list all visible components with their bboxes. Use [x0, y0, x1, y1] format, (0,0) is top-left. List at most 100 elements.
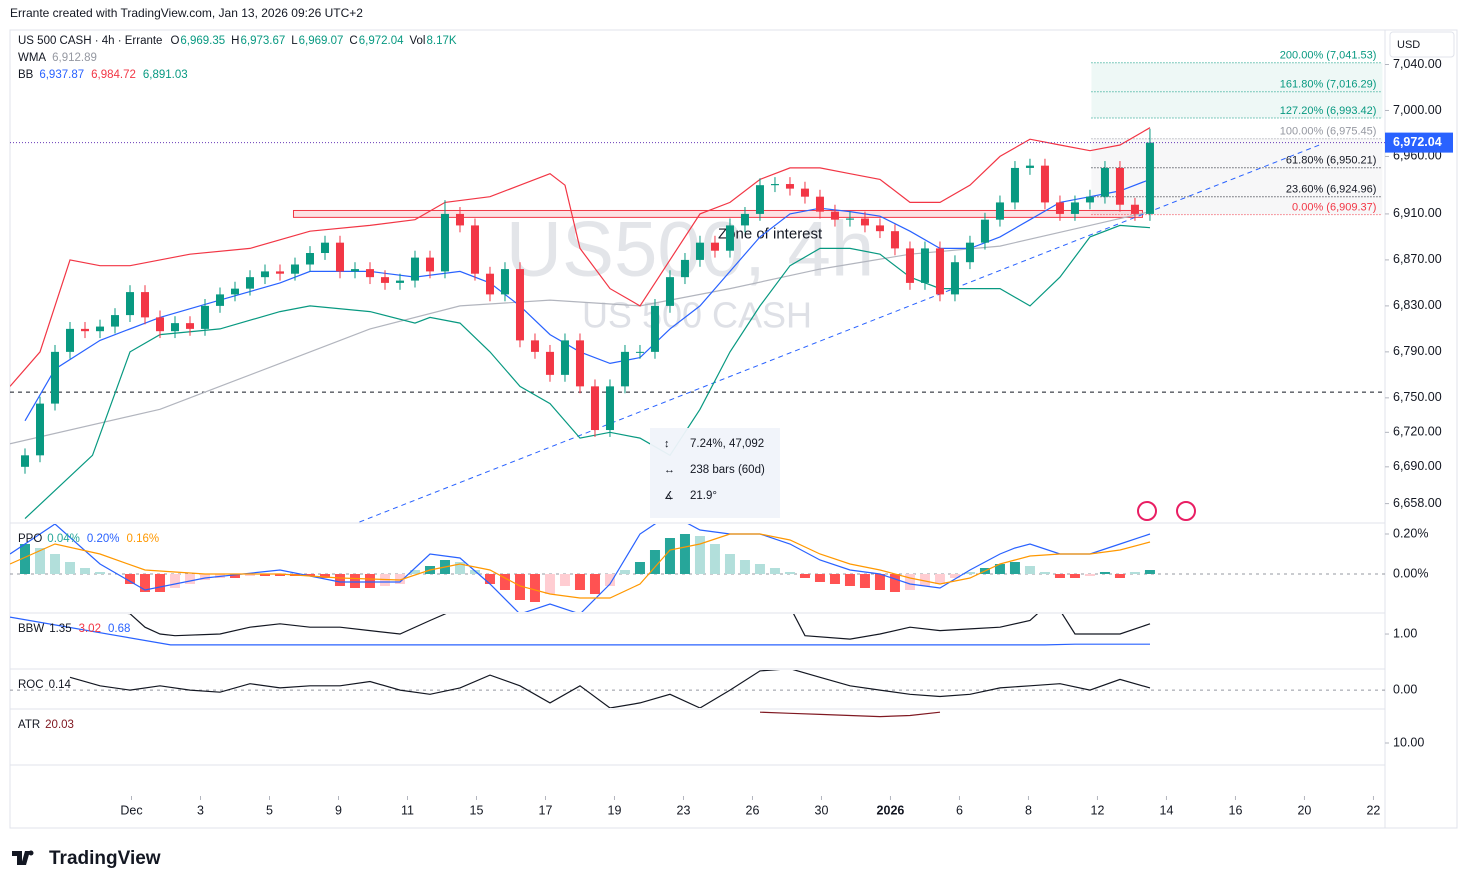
x-tick-label: 11 [401, 803, 414, 817]
measure-icon: ↔ [664, 464, 675, 476]
histogram-bar [49, 554, 60, 574]
fib-label: 127.20% (6,993.42) [1280, 105, 1377, 117]
histogram-bar [904, 574, 915, 590]
histogram-bar [829, 574, 840, 584]
candle-body [725, 225, 734, 251]
histogram-bar [394, 574, 405, 584]
histogram-bar [1069, 574, 1080, 578]
fib-label: 0.00% (6,909.37) [1292, 202, 1376, 214]
legend-key: O [170, 35, 179, 47]
candle-body [740, 213, 749, 226]
x-tick-label: 2026 [877, 803, 905, 817]
pane [759, 711, 941, 718]
header: Errante created with TradingView.com, Ja… [10, 6, 363, 20]
histogram-bar [94, 572, 105, 574]
histogram-bar [154, 574, 165, 592]
histogram-bar [499, 574, 510, 590]
x-tick-label: 15 [470, 803, 484, 817]
y-tick-label: 7,000.00 [1393, 103, 1442, 117]
x-tick-label: 23 [677, 803, 691, 817]
histogram-bar [664, 538, 675, 574]
y-tick-label: 6,690.00 [1393, 459, 1442, 473]
currency[interactable]: USD [1397, 39, 1420, 51]
legend-key: L [291, 35, 298, 47]
histogram-bar [484, 574, 495, 584]
candle-body [830, 211, 839, 220]
y-tick-label: 6,830.00 [1393, 298, 1442, 312]
histogram-bar [1009, 562, 1020, 574]
histogram-bar [949, 574, 960, 578]
flag[interactable] [1176, 501, 1196, 521]
histogram-bar [649, 550, 660, 574]
indicator-line [10, 127, 1151, 387]
measure-text: 238 bars (60d) [690, 464, 765, 476]
legend-wma-value: 6,912.89 [52, 52, 97, 64]
candle-body [1100, 167, 1109, 197]
indicator-line [10, 533, 1151, 599]
x-tick-label: 9 [335, 803, 342, 817]
candle-body [200, 305, 209, 329]
candle-body [245, 277, 254, 289]
histogram-bar [859, 574, 870, 588]
histogram-bar [64, 562, 75, 574]
candle-body [1130, 204, 1139, 214]
indicator-line [10, 524, 1151, 612]
y-tick-label: 7,040.00 [1393, 57, 1442, 71]
x-tick-label: 22 [1366, 803, 1380, 817]
legend-value: 8.17K [427, 35, 457, 47]
candle-body [350, 269, 359, 272]
candle-body [935, 248, 944, 295]
candle-body [710, 242, 719, 251]
y-tick-label: 1.00 [1393, 626, 1417, 640]
candle-body [1085, 196, 1094, 203]
pane-value: 0.14 [49, 679, 72, 691]
histogram-bar [619, 570, 630, 574]
candle-body [695, 242, 704, 260]
candle-body [335, 242, 344, 272]
histogram-bar [1039, 572, 1050, 574]
candle-body [470, 225, 479, 274]
x-tick-label: 26 [746, 803, 760, 817]
candle-body [545, 351, 554, 375]
indicator-line [69, 670, 1151, 708]
x-tick-label: 14 [1160, 803, 1174, 817]
histogram-bar [1084, 574, 1095, 576]
candle-body [1025, 165, 1034, 168]
histogram-bar [634, 562, 645, 574]
histogram-bar [694, 536, 705, 574]
candle-body [410, 257, 419, 281]
candle-body [305, 253, 314, 265]
legend-value: 6,969.35 [180, 35, 225, 47]
watermark-name: US 500 CASH [582, 295, 812, 336]
histogram-bar [304, 574, 315, 576]
candle-body [1145, 142, 1154, 214]
pane-value: 20.03 [45, 719, 74, 731]
measure-icon: ↕ [664, 438, 670, 450]
histogram-bar [814, 574, 825, 582]
candle-body [1070, 202, 1079, 214]
histogram-bar [34, 548, 45, 574]
fib-zone [1091, 62, 1383, 119]
histogram-bar [589, 574, 600, 594]
histogram-bar [799, 574, 810, 578]
candle-body [635, 351, 644, 353]
histogram-bar [679, 534, 690, 574]
candle-body [650, 305, 659, 352]
flag[interactable] [1137, 501, 1157, 521]
legend-symbol: US 500 CASH · 4h · Errante [18, 35, 162, 47]
currency-button[interactable] [1389, 31, 1455, 58]
legend-key: C [349, 35, 357, 47]
pane-value: 1.35 [49, 623, 71, 635]
candle-body [1055, 202, 1064, 214]
candle-body [380, 277, 389, 283]
candle-body [995, 202, 1004, 220]
last-price-tag [1385, 132, 1453, 153]
x-tick-label: 8 [1025, 803, 1032, 817]
fib-label: 200.00% (7,041.53) [1280, 50, 1377, 62]
y-tick-label: 6,750.00 [1393, 390, 1442, 404]
candle-body [875, 225, 884, 232]
measure-box: 7.24%, 47,092 238 bars (60d) 21.9° ↕ ↔ ∡ [650, 428, 780, 518]
candle-body [815, 196, 824, 212]
pane-value: 0.68 [108, 623, 130, 635]
candle-body [50, 351, 59, 404]
